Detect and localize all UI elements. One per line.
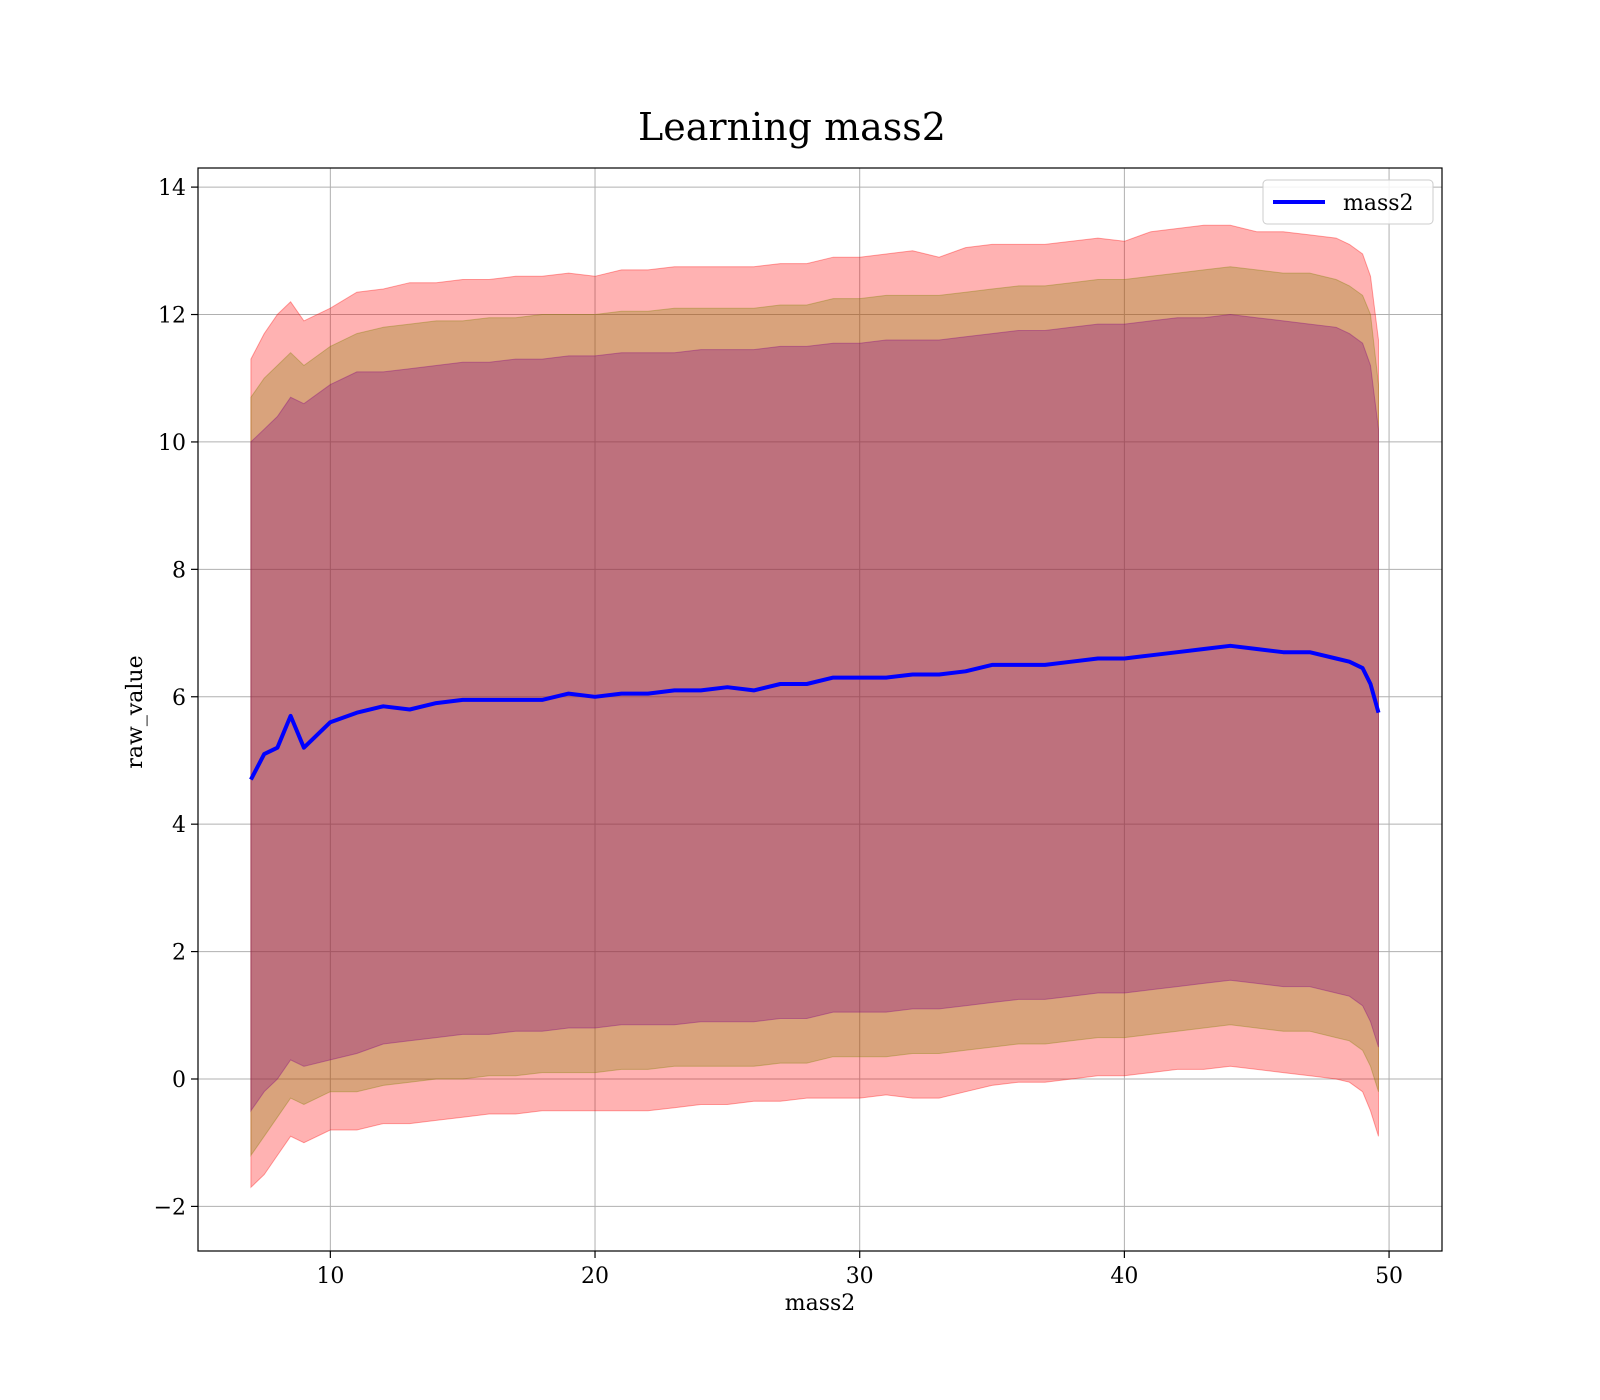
y-tick-label: 0 <box>172 1068 186 1093</box>
x-tick-label: 40 <box>1110 1264 1138 1289</box>
legend: mass2 <box>1262 179 1434 225</box>
plot-frame <box>197 167 1443 1252</box>
y-tick-label: 12 <box>158 304 186 329</box>
series-line-mass2 <box>249 643 1381 781</box>
grid <box>198 168 1442 1251</box>
y-tick-label: 8 <box>172 558 186 583</box>
chart-title: Learning mass2 <box>638 105 946 149</box>
confidence-bands <box>250 224 1379 1189</box>
y-tick-label: −2 <box>154 1195 186 1220</box>
x-axis-ticks: 10 20 30 40 50 <box>316 1251 1403 1289</box>
band-area-0 <box>250 224 1379 1189</box>
y-tick-label: 2 <box>172 941 186 966</box>
x-tick-label: 10 <box>316 1264 344 1289</box>
legend-box <box>1262 179 1434 225</box>
y-tick-label: 14 <box>158 176 186 201</box>
legend-label-mass2: mass2 <box>1343 191 1414 216</box>
band-area-2 <box>250 313 1379 1113</box>
y-axis-label: raw_value <box>123 655 148 768</box>
x-tick-label: 30 <box>846 1264 874 1289</box>
series-lines <box>249 643 1381 781</box>
y-tick-label: 4 <box>172 813 186 838</box>
x-tick-label: 50 <box>1375 1264 1403 1289</box>
y-axis-ticks: −2 0 2 4 6 8 10 12 14 <box>154 176 198 1220</box>
x-axis-label: mass2 <box>785 1291 856 1316</box>
band-area-1 <box>250 266 1379 1157</box>
y-tick-label: 10 <box>158 431 186 456</box>
x-tick-label: 20 <box>581 1264 609 1289</box>
y-tick-label: 6 <box>172 686 186 711</box>
